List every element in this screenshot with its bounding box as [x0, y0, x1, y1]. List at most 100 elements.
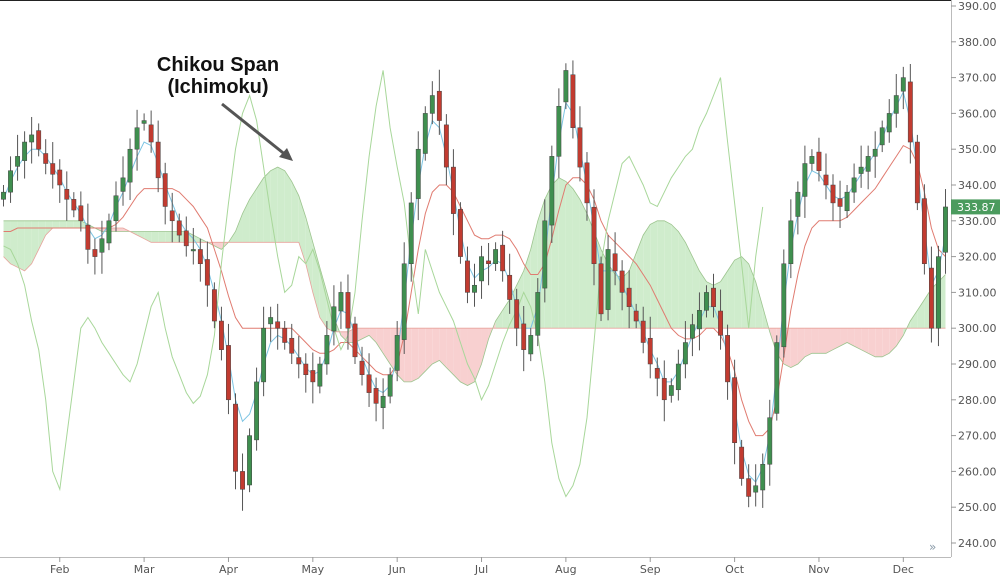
cloud-segment — [137, 231, 145, 239]
candle-down — [373, 388, 379, 404]
candle-up — [22, 141, 28, 161]
candle-up — [422, 113, 428, 154]
cloud-segment — [558, 177, 566, 329]
candle-up — [858, 166, 864, 174]
cloud-segment — [249, 188, 257, 243]
x-tick-label: Apr — [219, 563, 239, 576]
candle-down — [197, 249, 203, 265]
candle-down — [647, 337, 653, 365]
y-tick-label: 250.00 — [958, 501, 997, 514]
candle-down — [591, 206, 597, 265]
cloud-segment — [790, 328, 798, 368]
candle-up — [387, 374, 393, 397]
candle-down — [570, 74, 576, 128]
candle-up — [401, 263, 407, 340]
candle-down — [78, 205, 84, 222]
candle-up — [493, 249, 499, 265]
scroll-latest-icon[interactable]: » — [929, 540, 936, 554]
x-tick-label: Jun — [388, 563, 406, 576]
x-tick-label: Oct — [725, 563, 745, 576]
cloud-segment — [270, 167, 278, 243]
kijun-sen-line — [3, 144, 946, 437]
candle-up — [549, 156, 555, 226]
cloud-segment — [727, 260, 735, 329]
cloud-segment — [144, 231, 152, 243]
candle-down — [514, 299, 520, 329]
candle-up — [324, 335, 330, 365]
candle-down — [619, 270, 625, 293]
candle-down — [169, 210, 175, 222]
candle-up — [563, 70, 569, 103]
candle-down — [746, 478, 752, 497]
candle-up — [429, 95, 435, 114]
cloud-segment — [833, 328, 841, 350]
candle-up — [668, 385, 674, 396]
candle-up — [134, 127, 140, 150]
y-tick-label: 300.00 — [958, 322, 997, 335]
cloud-segment — [657, 220, 665, 329]
cloud-segment — [17, 220, 25, 271]
cloud-segment — [579, 199, 587, 329]
chikou-span-line — [3, 70, 764, 498]
candlesticks — [1, 60, 948, 511]
candle-down — [928, 267, 934, 329]
candle-up — [1, 191, 6, 200]
cloud-segment — [115, 227, 124, 232]
candle-down — [50, 163, 56, 175]
cloud-segment — [818, 328, 826, 354]
candle-down — [436, 90, 442, 121]
cloud-segment — [734, 256, 742, 329]
candle-up — [29, 134, 35, 143]
candle-down — [458, 209, 463, 257]
y-tick-label: 310.00 — [958, 286, 997, 299]
candle-down — [219, 320, 224, 350]
cloud-segment — [643, 224, 651, 329]
candle-up — [415, 148, 421, 199]
cloud-segment — [158, 231, 166, 243]
cloud-segment — [59, 220, 67, 228]
cloud-segment — [840, 328, 848, 347]
cloud-segment — [73, 220, 81, 228]
candle-down — [486, 260, 491, 265]
y-tick-label: 390.00 — [958, 0, 997, 13]
cloud-segment — [256, 177, 264, 243]
candle-down — [148, 124, 154, 143]
y-tick-label: 270.00 — [958, 430, 997, 443]
candle-up — [15, 156, 21, 167]
cloud-segment — [488, 321, 496, 339]
cloud-segment — [797, 328, 805, 364]
candle-up — [394, 335, 400, 371]
candle-up — [802, 163, 808, 197]
cloud-segment — [636, 235, 644, 329]
candle-up — [190, 249, 196, 252]
cloud-segment — [38, 220, 46, 250]
cloud-segment — [432, 328, 440, 364]
candle-down — [233, 403, 238, 472]
candle-up — [774, 342, 780, 414]
cloud-segment — [917, 299, 925, 329]
x-tick-label: May — [301, 563, 324, 576]
candle-down — [500, 244, 506, 272]
candle-down — [732, 377, 738, 444]
cloud-segment — [369, 328, 377, 343]
candle-up — [141, 120, 147, 124]
ichimoku-cloud — [3, 167, 946, 386]
cloud-segment — [671, 224, 679, 329]
annotation-line2: (Ichimoku) — [167, 76, 268, 98]
candle-down — [275, 321, 281, 329]
candle-down — [921, 198, 927, 265]
candle-down — [718, 310, 723, 336]
candle-up — [943, 206, 948, 253]
cloud-segment — [404, 328, 412, 382]
last-price-tag: 333.87 — [951, 199, 1000, 215]
cloud-segment — [453, 328, 461, 382]
candle-down — [725, 335, 730, 383]
candle-down — [359, 360, 365, 375]
y-tick-label: 240.00 — [958, 537, 997, 550]
candle-down — [226, 345, 231, 401]
candle-up — [472, 284, 477, 293]
candle-up — [879, 127, 885, 146]
candle-up — [127, 148, 133, 183]
candle-down — [162, 173, 168, 207]
